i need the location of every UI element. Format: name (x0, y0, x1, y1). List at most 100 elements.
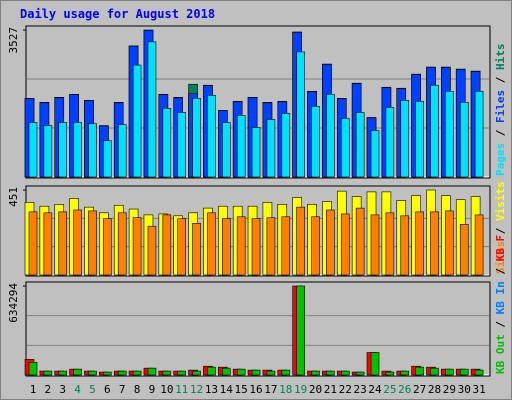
y-tick-label: 634294 (7, 283, 20, 323)
x-tick-label: 9 (149, 383, 156, 396)
bar (28, 361, 38, 376)
bar (459, 368, 469, 376)
bar (177, 112, 186, 178)
bar (207, 95, 216, 178)
bar (311, 106, 320, 178)
bar (88, 123, 97, 178)
bar (251, 127, 261, 178)
x-tick-label: 26 (398, 383, 411, 396)
bar (43, 370, 53, 376)
legend: Sites / Visits (494, 181, 507, 274)
legend-entry: KB Out (494, 334, 507, 374)
y-tick-label: 451 (7, 187, 20, 207)
bar (474, 214, 484, 276)
bar (28, 122, 38, 178)
legend: KB Out / KB In / KB F (494, 235, 507, 374)
x-tick-label: 1 (30, 383, 37, 396)
bar (415, 101, 424, 178)
bar (73, 368, 82, 376)
bar (281, 216, 291, 276)
bar (430, 367, 439, 376)
bar (340, 213, 350, 276)
bar (222, 122, 231, 178)
bar (474, 369, 484, 376)
bar (192, 98, 201, 178)
bar (400, 215, 410, 276)
x-tick-label: 13 (205, 383, 218, 396)
legend-entry: Visits (494, 181, 507, 221)
x-tick-label: 23 (354, 383, 367, 396)
bar (58, 122, 68, 178)
bar (296, 206, 305, 276)
x-tick-label: 7 (119, 383, 126, 396)
bar (162, 108, 172, 178)
bar (236, 115, 246, 178)
legend-entry: Hits (494, 44, 507, 71)
bar (296, 51, 305, 178)
y-tick-label: 3527 (7, 27, 20, 54)
bar (117, 212, 127, 276)
bar (192, 223, 201, 276)
x-tick-label: 24 (368, 383, 382, 396)
legend-separator: / (494, 70, 507, 90)
x-tick-label: 28 (428, 383, 441, 396)
x-tick-label: 18 (279, 383, 292, 396)
legend-entry: Files (494, 90, 507, 123)
panel (25, 281, 491, 377)
legend-entry: KB In (494, 281, 507, 314)
bar (73, 209, 82, 276)
x-tick-label: 20 (309, 383, 322, 396)
x-tick-label: 8 (134, 383, 141, 396)
bar (251, 218, 261, 276)
bar (103, 140, 112, 178)
x-tick-label: 3 (59, 383, 66, 396)
bar (222, 218, 231, 276)
x-tick-label: 4 (74, 383, 81, 396)
bar (266, 217, 276, 276)
bar (162, 370, 172, 376)
bar (266, 370, 276, 376)
bar (103, 371, 112, 376)
bar (192, 370, 201, 376)
x-tick-label: 22 (339, 383, 352, 396)
legend-separator: / (494, 261, 507, 281)
bar (311, 216, 320, 276)
bar (385, 107, 395, 178)
x-tick-label: 10 (160, 383, 173, 396)
bar (385, 212, 395, 276)
x-tick-label: 21 (324, 383, 337, 396)
bar (355, 207, 365, 276)
x-tick-label: 15 (235, 383, 248, 396)
bar (207, 212, 216, 276)
bar (43, 125, 53, 178)
x-tick-label: 5 (89, 383, 96, 396)
bar (117, 370, 127, 376)
legend-entry: KB F (494, 235, 507, 262)
x-tick-label: 11 (175, 383, 188, 396)
x-tick-label: 19 (294, 383, 307, 396)
bar (281, 113, 291, 178)
bar (311, 370, 320, 376)
bar (73, 122, 82, 178)
bar (430, 84, 439, 178)
legend-separator: / (494, 314, 507, 334)
bar (132, 370, 142, 376)
legend-entry: Pages (494, 143, 507, 176)
bar (132, 64, 142, 178)
chart-title: Daily usage for August 2018 (20, 7, 215, 21)
bar (222, 367, 231, 376)
bar (147, 41, 157, 178)
x-tick-label: 17 (264, 383, 277, 396)
bar (296, 285, 305, 376)
legend: Pages / Files / Hits (494, 44, 507, 177)
bar (28, 211, 38, 276)
bar (400, 370, 410, 376)
x-tick-label: 29 (443, 383, 456, 396)
bar (236, 368, 246, 376)
bar (459, 224, 469, 276)
bar (147, 225, 157, 276)
legend-separator: / (494, 123, 507, 143)
x-tick-label: 6 (104, 383, 111, 396)
bar (430, 211, 439, 276)
